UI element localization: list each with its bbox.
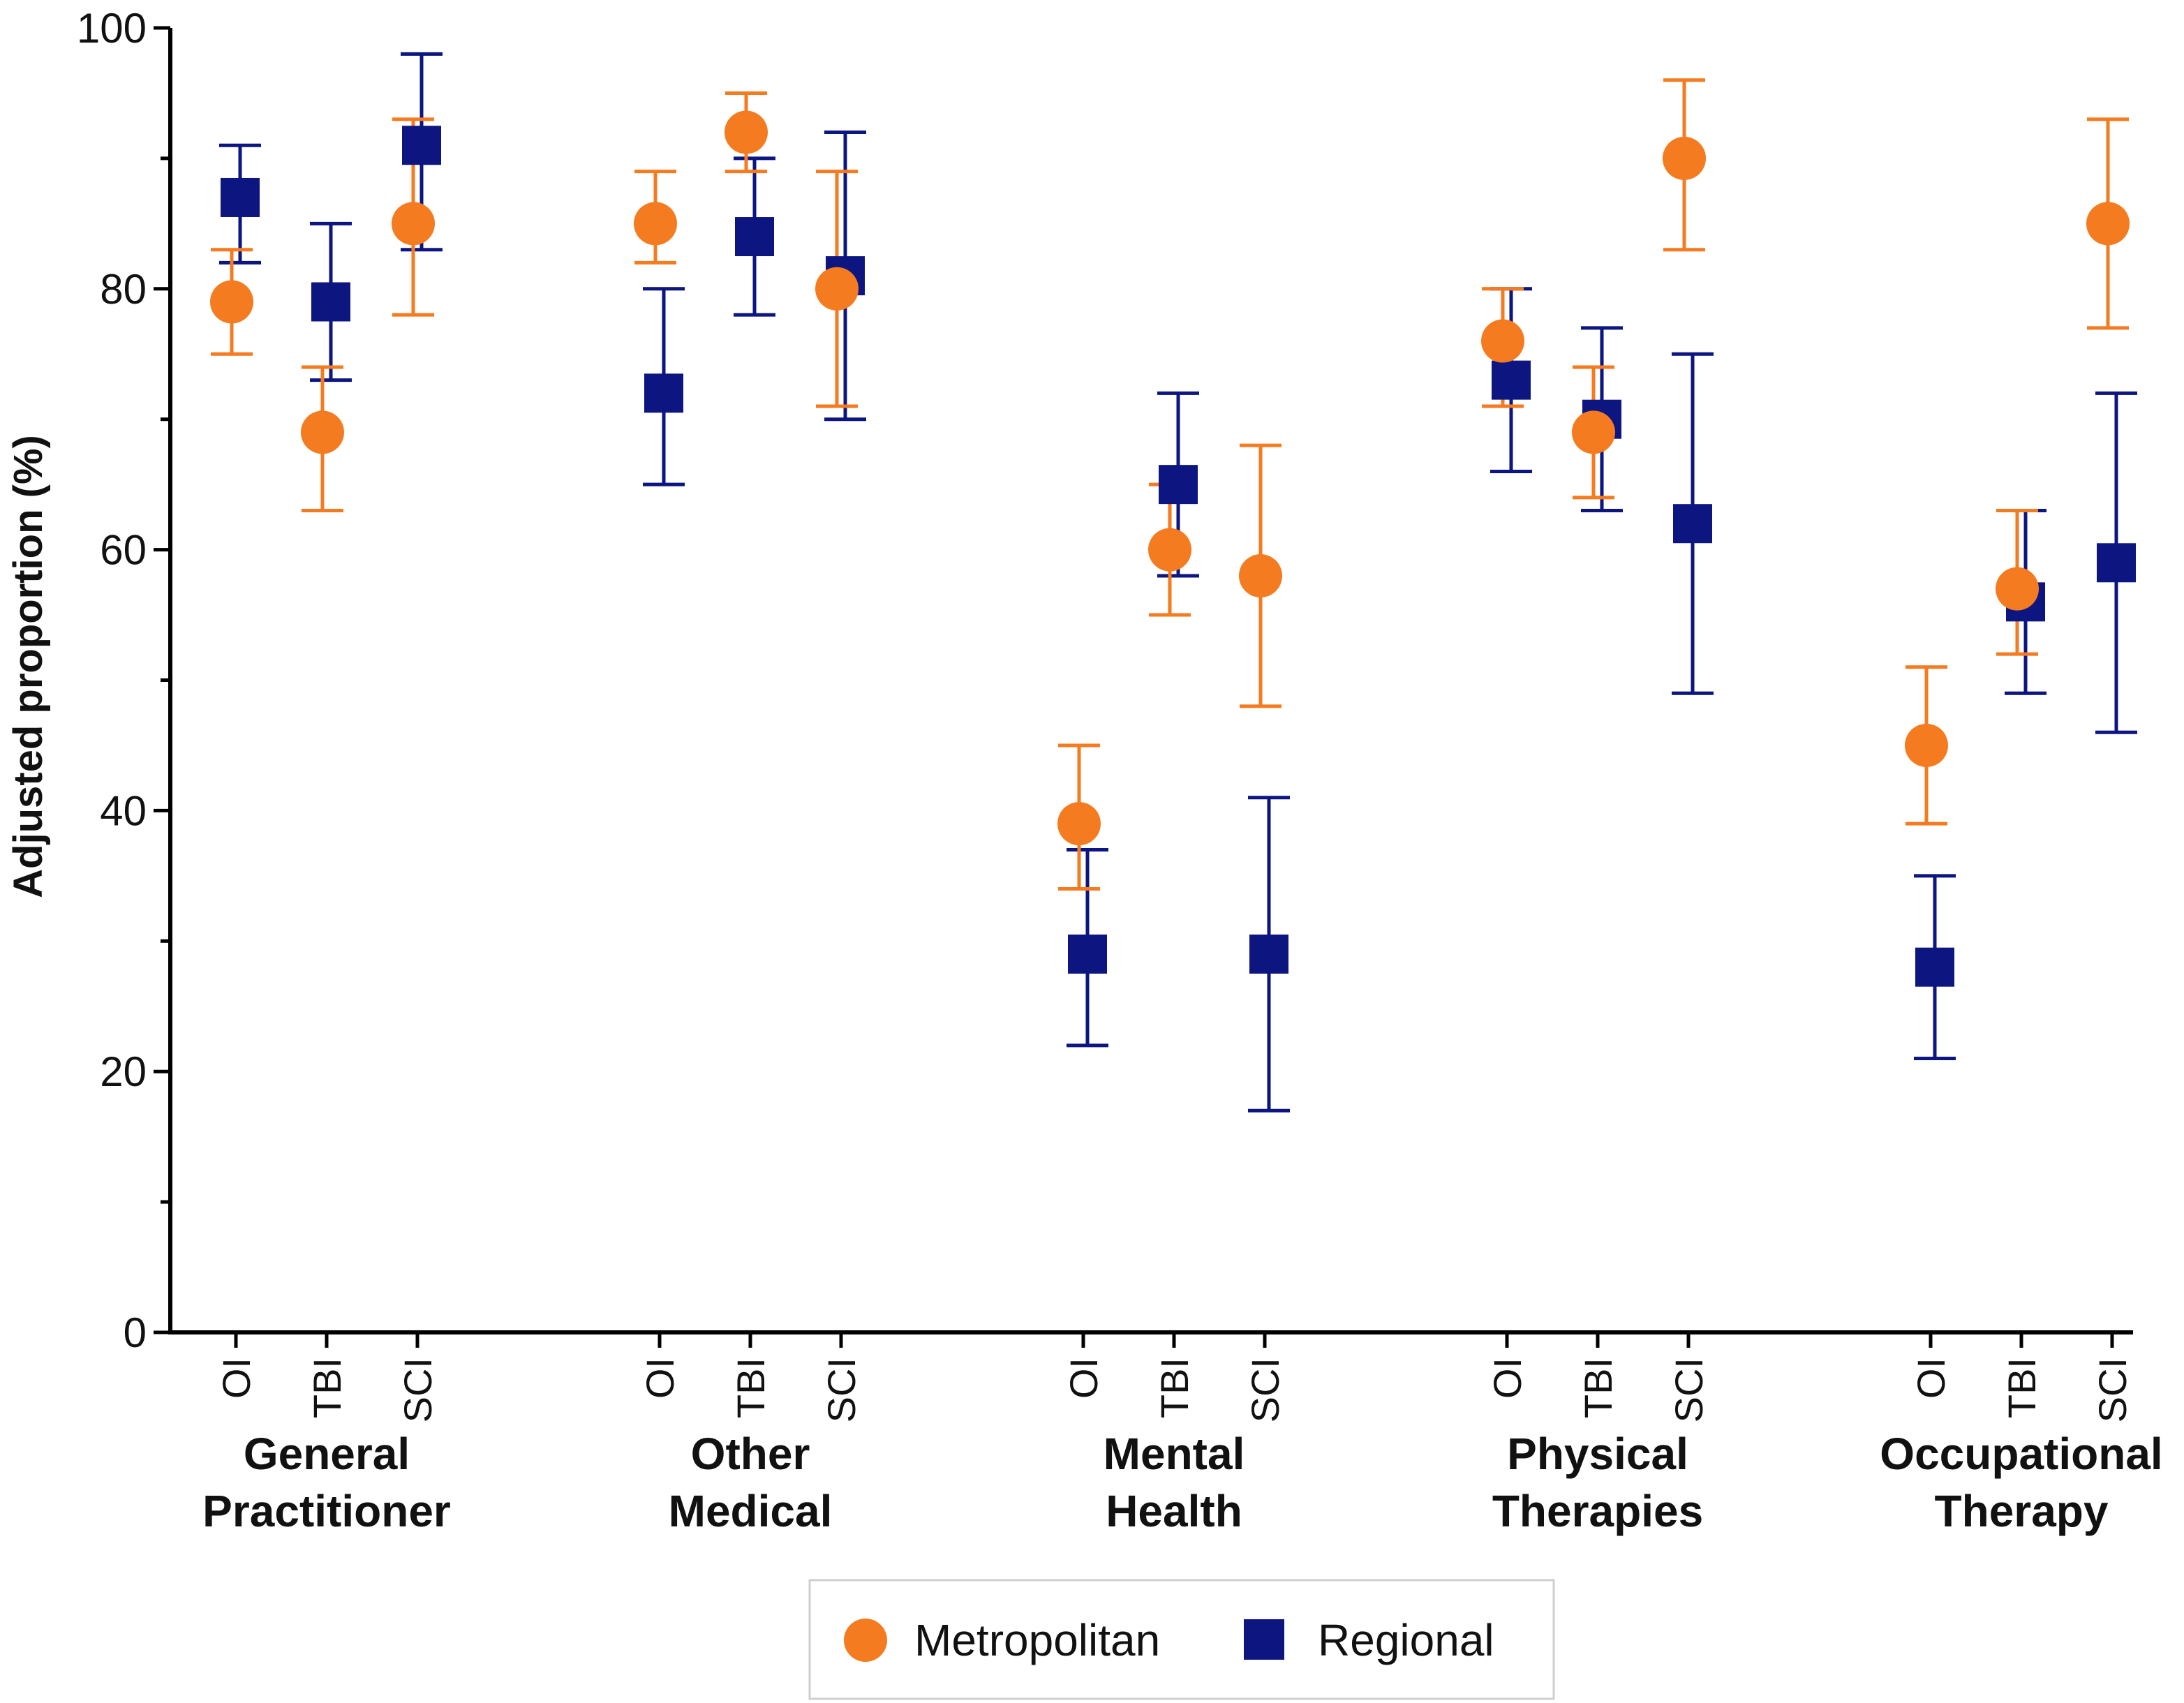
y-axis-ticks: 0 20 40 60 80 100 (77, 5, 170, 1356)
group-label-line: Therapies (1492, 1486, 1703, 1536)
metropolitan-point (1057, 802, 1101, 846)
group-labels: General Practitioner Other Medical Mental Hea… (202, 1429, 2163, 1536)
x-category-label: SCI (819, 1358, 863, 1422)
legend: Metropolitan Regional (808, 1579, 1555, 1700)
x-category-label: OI (1062, 1358, 1106, 1399)
y-axis-label: Adjusted proportion (%) (6, 435, 51, 898)
metropolitan-point (725, 110, 768, 154)
regional-point (1249, 934, 1288, 974)
regional-point (1159, 465, 1198, 505)
metropolitan-point (1905, 723, 1948, 767)
x-category-label: SCI (2090, 1358, 2134, 1422)
x-category-label: OI (1909, 1358, 1953, 1399)
regional-point (402, 126, 441, 165)
x-category-label: OI (214, 1358, 258, 1399)
legend-regional-label: Regional (1318, 1615, 1494, 1665)
metropolitan-point (1663, 136, 1706, 180)
metropolitan-point (392, 202, 435, 246)
x-category-label: TBI (305, 1358, 349, 1418)
x-category-labels: OI TBI SCI OI TBI SCI OI TBI SCI OI TBI SCI OI TBI SCI (214, 1332, 2134, 1422)
y-tick-label: 40 (100, 787, 147, 834)
metropolitan-point (2086, 202, 2130, 246)
x-category-label: TBI (1576, 1358, 1620, 1418)
metropolitan-point (210, 280, 253, 324)
metropolitan-point (301, 410, 344, 454)
error-bars (211, 52, 2137, 1113)
y-tick-label: 100 (77, 5, 147, 52)
y-tick-label: 80 (100, 266, 147, 313)
metropolitan-point (1996, 567, 2039, 611)
regional-point (644, 373, 683, 413)
regional-point (1915, 947, 1954, 987)
group-label-line: Medical (669, 1486, 833, 1536)
axes (168, 28, 2133, 1334)
group-label-line: Occupational (1880, 1429, 2162, 1479)
group-label-line: Practitioner (202, 1486, 451, 1536)
regional-point (1673, 504, 1712, 544)
group-label-line: Therapy (1935, 1486, 2109, 1536)
legend-regional-marker (1244, 1619, 1284, 1660)
x-category-label: OI (638, 1358, 682, 1399)
metropolitan-point (1572, 410, 1615, 454)
x-category-label: SCI (1243, 1358, 1287, 1422)
x-category-label: SCI (396, 1358, 440, 1422)
group-label-line: Mental (1104, 1429, 1245, 1479)
regional-point (1492, 360, 1531, 400)
regional-point (735, 217, 774, 257)
data-markers (210, 110, 2136, 987)
y-tick-label: 0 (124, 1309, 147, 1356)
y-tick-label: 60 (100, 527, 147, 574)
legend-metropolitan-marker (844, 1619, 887, 1662)
group-label-line: Physical (1507, 1429, 1688, 1479)
metropolitan-point (1148, 528, 1191, 572)
x-category-label: TBI (729, 1358, 773, 1418)
legend-box (808, 1579, 1555, 1700)
regional-point (2097, 543, 2136, 583)
regional-point (1068, 934, 1107, 974)
regional-point (311, 282, 350, 322)
group-label-line: General (244, 1429, 410, 1479)
metropolitan-point (634, 202, 677, 246)
regional-point (221, 177, 260, 217)
group-label-line: Health (1106, 1486, 1242, 1536)
metropolitan-point (1239, 553, 1282, 597)
metropolitan-point (815, 267, 859, 311)
legend-metropolitan-label: Metropolitan (914, 1615, 1160, 1665)
y-tick-label: 20 (100, 1048, 147, 1095)
group-label-line: Other (691, 1429, 810, 1479)
x-category-label: TBI (2000, 1358, 2044, 1418)
x-category-label: SCI (1667, 1358, 1711, 1422)
x-category-label: OI (1485, 1358, 1529, 1399)
metropolitan-point (1481, 319, 1524, 363)
x-category-label: TBI (1152, 1358, 1196, 1418)
